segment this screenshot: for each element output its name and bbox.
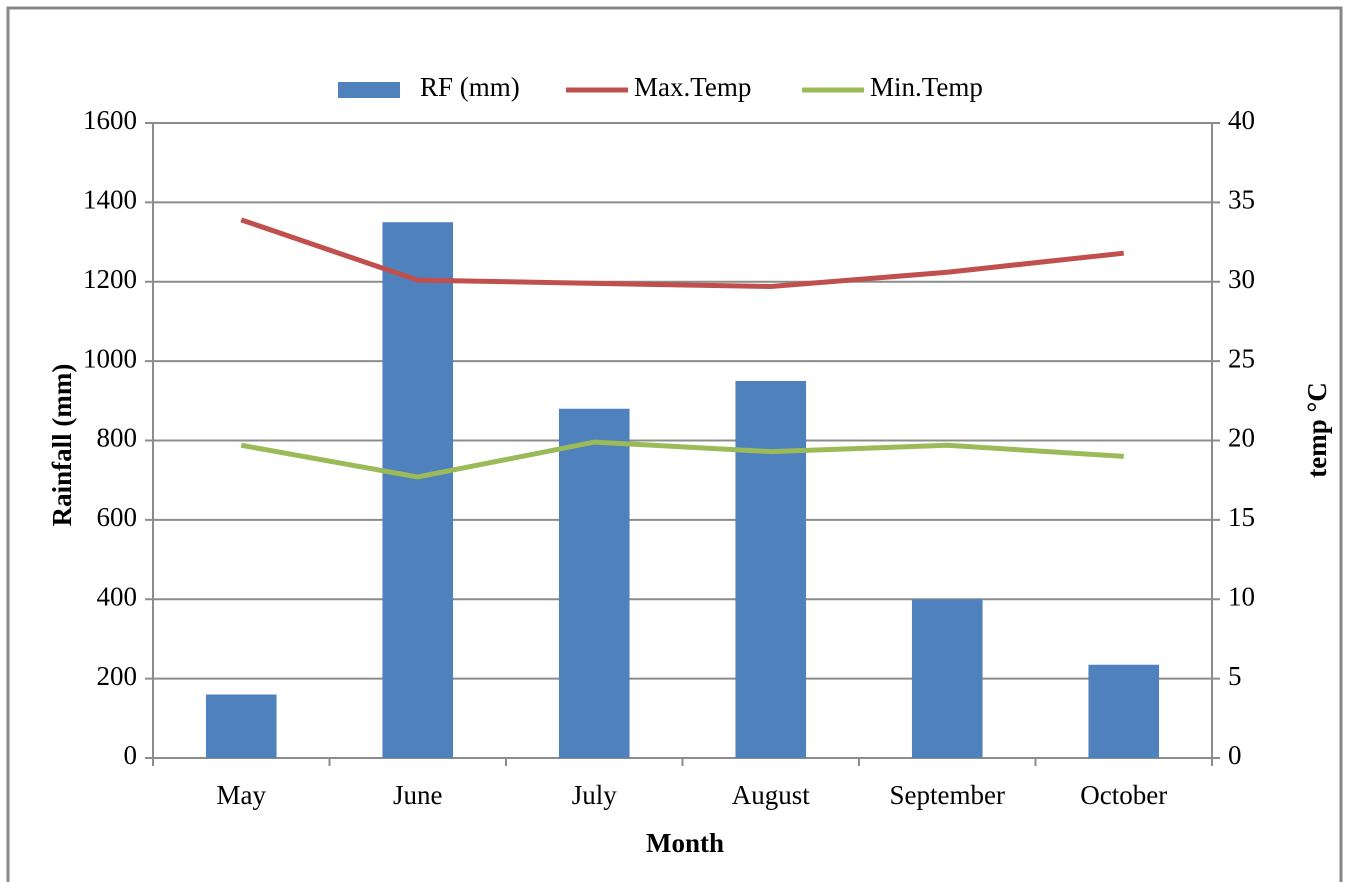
- y-tick-label: 1000: [83, 343, 137, 373]
- y-tick-label: 1600: [83, 105, 137, 135]
- x-tick-label: May: [217, 780, 267, 810]
- y2-tick-label: 0: [1228, 740, 1242, 770]
- y-tick-label: 0: [124, 740, 138, 770]
- bar: [382, 222, 454, 758]
- x-tick-label: September: [890, 780, 1005, 810]
- bar: [735, 380, 807, 758]
- y2-tick-label: 15: [1228, 502, 1255, 532]
- y2-tick-label: 25: [1228, 343, 1255, 373]
- legend-label: RF (mm): [420, 72, 520, 102]
- x-tick-label: July: [572, 780, 618, 810]
- bar: [911, 599, 983, 758]
- legend-label: Max.Temp: [634, 72, 751, 102]
- y2-tick-label: 5: [1228, 661, 1242, 691]
- bar: [558, 408, 630, 758]
- y-tick-label: 600: [97, 502, 138, 532]
- y2-tick-label: 40: [1228, 105, 1255, 135]
- y2-tick-label: 10: [1228, 581, 1255, 611]
- y-tick-label: 800: [97, 423, 138, 453]
- line: [240, 439, 1124, 480]
- x-tick-label: June: [393, 780, 443, 810]
- legend-swatch: [338, 82, 400, 98]
- x-tick-label: October: [1080, 780, 1167, 810]
- y-tick-label: 1400: [83, 185, 137, 215]
- y2-tick-label: 35: [1228, 185, 1255, 215]
- y-tick-label: 400: [97, 581, 138, 611]
- bar: [1088, 664, 1160, 758]
- y2-tick-label: 20: [1228, 423, 1255, 453]
- legend-label: Min.Temp: [870, 72, 983, 102]
- x-axis-label: Month: [646, 828, 724, 858]
- y2-axis-label: temp °C: [1302, 382, 1332, 478]
- y-axis-label: Rainfall (mm): [47, 364, 77, 527]
- bar: [205, 694, 277, 758]
- line: [240, 217, 1125, 290]
- y2-tick-label: 30: [1228, 264, 1255, 294]
- y-tick-label: 1200: [83, 264, 137, 294]
- y-tick-label: 200: [97, 661, 138, 691]
- x-tick-label: August: [732, 780, 811, 810]
